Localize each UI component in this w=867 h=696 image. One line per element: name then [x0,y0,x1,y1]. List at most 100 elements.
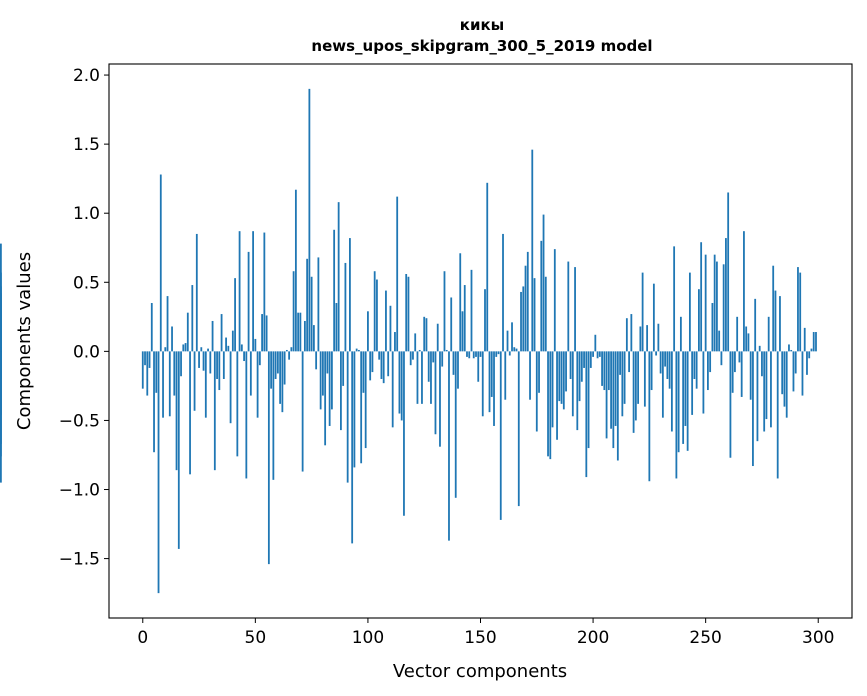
bar [560,351,563,404]
bar [207,348,209,352]
bar [655,351,658,356]
y-tick-label: −1.5 [59,550,100,570]
bars-group [0,88,817,594]
bar [0,351,2,444]
bar [279,351,282,404]
bar [189,351,191,475]
bar [704,254,707,352]
bar [650,351,653,391]
bar [664,351,667,367]
bar [276,351,279,374]
bar [191,285,194,352]
bar [713,254,716,352]
bar [725,238,727,352]
bar [150,303,153,352]
bar [202,351,205,371]
bar [779,296,781,352]
bar [630,314,633,352]
bar [621,351,624,417]
bar [177,351,180,549]
bar [229,351,232,424]
bar [567,261,570,352]
bar [583,351,585,368]
bar [792,351,795,392]
bar [522,286,525,352]
bar [382,351,385,384]
bar [772,265,775,352]
bar [265,315,268,352]
bar [652,283,655,352]
bar [466,351,468,357]
bar [702,351,705,414]
bar [326,351,329,374]
bar [389,305,392,352]
bar [270,351,273,389]
y-tick-label: 0.0 [73,342,100,362]
bar [450,297,453,352]
bar [184,343,187,352]
bar [625,318,628,352]
bar [346,351,349,483]
bar [306,258,309,352]
bar [641,272,644,352]
bar [367,311,369,352]
bar [565,351,567,392]
bar [589,351,592,368]
bar [502,233,504,352]
bar [463,285,466,352]
x-axis: 0 50 100 150 200 250 300 [137,618,834,648]
bar [274,351,277,379]
bar [610,351,612,429]
bar [353,351,356,468]
bar [743,231,745,352]
bar [574,267,576,352]
bar [709,351,712,373]
bar [195,233,198,352]
bar [533,278,536,352]
bar [148,351,151,368]
bar [360,351,363,464]
bar [794,351,797,374]
bar [695,351,698,389]
bar [810,348,813,352]
bar [252,231,254,352]
bar [448,351,450,541]
bar [756,351,759,442]
bar [720,351,723,366]
bar [486,182,489,352]
bar [405,274,408,352]
bar [445,349,448,352]
bar [247,251,250,352]
bar [722,264,725,352]
bar [481,351,484,417]
bar [186,312,189,352]
bar [380,351,383,379]
bar [200,347,203,352]
bar [324,351,327,446]
x-tick-label: 300 [802,628,834,648]
bar [281,351,284,413]
bar [711,303,714,352]
bar [234,278,236,352]
bar [752,351,754,467]
bar [718,330,721,352]
bar [387,351,390,377]
bar [225,337,227,352]
bar [220,314,223,352]
bar [263,232,266,352]
bar [508,351,511,356]
bar [245,351,248,479]
bar [517,351,520,507]
bar [538,351,540,393]
bar [549,351,552,460]
bar [297,312,300,352]
bar [675,351,678,479]
bar [222,351,225,379]
bar [754,298,757,352]
bar [781,351,784,395]
bar [333,229,336,352]
bar [544,276,547,352]
bar [317,257,320,352]
bar [607,351,610,391]
